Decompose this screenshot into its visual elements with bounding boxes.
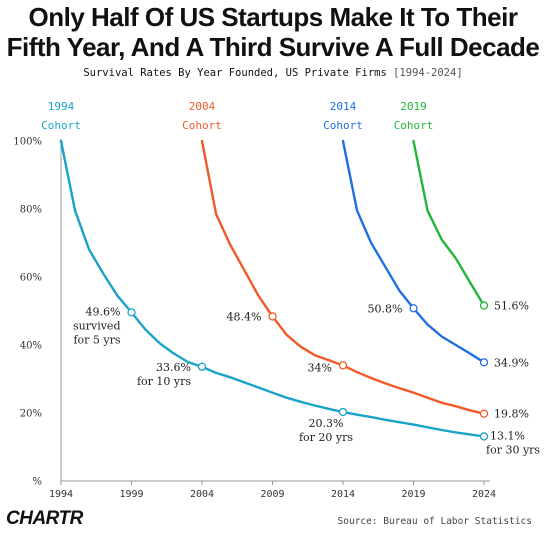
x-tick-label-2019: 2019 [401, 489, 425, 500]
subtitle-range: [1994-2024] [393, 67, 463, 79]
y-tick-label-40: 40% [20, 341, 42, 352]
series-line-2019 [412, 139, 486, 307]
series-label-year-2014: 2014 [330, 100, 357, 113]
annotation-1994-1999-line-2: for 5 yrs [73, 333, 120, 346]
annotation-2004-2014-line-0: 34% [308, 361, 332, 374]
data-point-2014-2024 [479, 358, 489, 367]
annotation-1994-1999-line-0: 49.6% [86, 305, 121, 318]
x-tick-label-2024: 2024 [472, 489, 496, 500]
annotation-1994-2004-line-0: 33.6% [156, 361, 191, 374]
annotation-1994-2014-line-1: for 20 yrs [299, 431, 353, 444]
series-label-cohort-2014: Cohort [323, 119, 363, 132]
data-point-2004-2024 [479, 409, 489, 418]
series-label-year-2019: 2019 [400, 100, 427, 113]
y-tick-label-60: 60% [20, 273, 42, 284]
chart-title: Only Half Of US Startups Make It To Thei… [0, 2, 546, 62]
y-tick-label-100: 100% [13, 137, 42, 148]
annotation-2014-2019-line-0: 50.8% [368, 302, 403, 315]
series-label-cohort-2004: Cohort [182, 119, 222, 132]
y-tick-label-0: % [32, 477, 42, 488]
annotation-2004-2009-line-0: 48.4% [227, 310, 262, 323]
series-label-cohort-1994: Cohort [41, 119, 81, 132]
annotation-1994-2014-line-0: 20.3% [309, 417, 344, 430]
annotation-2014-2024-line-0: 34.9% [494, 356, 529, 369]
series-label-year-2004: 2004 [189, 100, 216, 113]
series-line-1994 [59, 139, 486, 438]
data-point-2004-2014 [338, 361, 348, 370]
series-line-2004 [200, 139, 486, 415]
x-tick-label-2009: 2009 [260, 489, 284, 500]
annotation-2019-2024-line-0: 51.6% [494, 300, 529, 313]
data-point-1994-2014 [338, 407, 348, 417]
annotation-1994-1999-line-1: survived [73, 319, 121, 332]
title-line-2: Fifth Year, And A Third Survive A Full D… [6, 32, 540, 62]
chart-subtitle: Survival Rates By Year Founded, US Priva… [0, 67, 546, 79]
series-label-year-1994: 1994 [48, 100, 75, 113]
y-tick-label-80: 80% [20, 205, 42, 216]
data-point-1994-2004 [197, 362, 207, 371]
data-point-2019-2024 [479, 301, 489, 310]
annotation-2004-2024-line-0: 19.8% [494, 408, 529, 421]
annotation-1994-2024-line-1: for 30 yrs [486, 443, 540, 456]
title-line-1: Only Half Of US Startups Make It To Thei… [28, 2, 518, 32]
data-point-1994-2024 [479, 432, 489, 441]
subtitle-text: Survival Rates By Year Founded, US Priva… [83, 67, 387, 79]
series-line-2014 [341, 139, 486, 364]
data-point-2014-2019 [409, 304, 418, 313]
chartr-logo: CHARTR [6, 508, 83, 529]
annotation-1994-2004-line-1: for 10 yrs [137, 375, 191, 388]
source-note: Source: Bureau of Labor Statistics [337, 516, 532, 527]
annotation-1994-2024-line-0: 13.1% [490, 429, 525, 442]
series-label-cohort-2019: Cohort [394, 119, 434, 132]
x-tick-label-1999: 1999 [119, 489, 143, 500]
x-tick-label-1994: 1994 [49, 489, 73, 500]
y-tick-label-20: 20% [20, 409, 42, 420]
data-point-2004-2009 [268, 312, 277, 321]
x-tick-label-2014: 2014 [331, 489, 355, 500]
x-tick-label-2004: 2004 [190, 489, 214, 500]
data-point-1994-1999 [127, 308, 136, 317]
